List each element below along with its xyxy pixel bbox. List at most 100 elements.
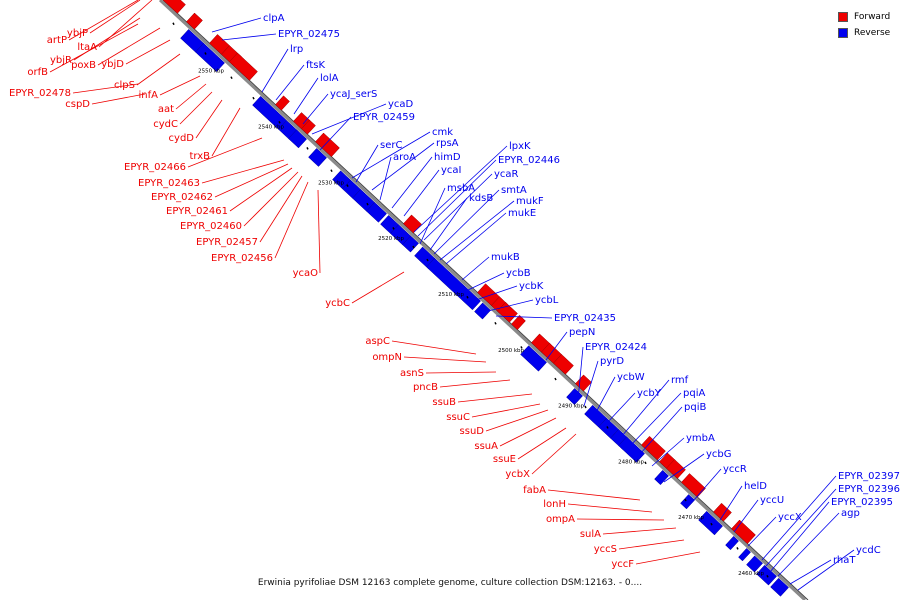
- forward-gene-label[interactable]: aat: [158, 104, 174, 115]
- reverse-gene-label[interactable]: helD: [744, 481, 767, 492]
- reverse-gene-label[interactable]: ycaI: [441, 165, 462, 176]
- forward-gene-label[interactable]: EPYR_02460: [180, 221, 242, 232]
- forward-gene-label[interactable]: EPYR_02461: [166, 206, 228, 217]
- forward-gene-label[interactable]: asnS: [400, 368, 424, 379]
- forward-gene-label[interactable]: ltaA: [77, 42, 97, 53]
- reverse-gene-label[interactable]: mukF: [516, 196, 544, 207]
- reverse-gene-label[interactable]: ycbK: [519, 281, 544, 292]
- reverse-gene-label[interactable]: yccU: [760, 495, 784, 506]
- forward-gene-label[interactable]: orfB: [27, 67, 48, 78]
- forward-gene-label[interactable]: yccF: [611, 559, 634, 570]
- reverse-gene-label[interactable]: mukE: [508, 208, 536, 219]
- reverse-gene-label[interactable]: agp: [841, 508, 860, 519]
- reverse-gene-label[interactable]: ycbB: [506, 268, 531, 279]
- forward-gene-label[interactable]: artP: [47, 35, 67, 46]
- reverse-gene-label[interactable]: smtA: [501, 185, 527, 196]
- reverse-gene-label[interactable]: ycaJ_serS: [330, 89, 377, 100]
- reverse-gene-label[interactable]: lolA: [320, 73, 339, 84]
- reverse-gene-label[interactable]: EPYR_02435: [554, 313, 616, 324]
- forward-gene-leader: [567, 503, 653, 513]
- forward-gene-label[interactable]: ybjR: [50, 55, 72, 66]
- reverse-gene-label[interactable]: aroA: [393, 152, 416, 163]
- reverse-gene-label[interactable]: cmk: [432, 127, 453, 138]
- forward-gene-label[interactable]: ycaO: [293, 268, 319, 279]
- forward-gene-label[interactable]: ybjD: [101, 59, 124, 70]
- forward-gene-leader: [439, 379, 511, 388]
- forward-gene-label[interactable]: ssuB: [432, 397, 456, 408]
- reverse-gene-label[interactable]: ymbA: [686, 433, 715, 444]
- reverse-gene-label[interactable]: pqiA: [683, 388, 705, 399]
- reverse-gene-leader: [423, 173, 493, 241]
- genome-backbone: [158, 0, 807, 600]
- reverse-gene-label[interactable]: EPYR_02459: [353, 112, 415, 123]
- forward-gene-label[interactable]: EPYR_02478: [9, 88, 71, 99]
- forward-gene-label[interactable]: pncB: [413, 382, 438, 393]
- reverse-gene-label[interactable]: lrp: [290, 44, 303, 55]
- reverse-gene-label[interactable]: EPYR_02446: [498, 155, 560, 166]
- reverse-gene-label[interactable]: himD: [434, 152, 461, 163]
- reverse-gene-label[interactable]: msbA: [447, 183, 475, 194]
- legend-reverse-label: Reverse: [854, 28, 891, 38]
- reverse-gene-leader: [495, 315, 553, 319]
- reverse-gene-label[interactable]: serC: [380, 140, 402, 151]
- forward-gene-leader: [211, 107, 241, 157]
- forward-gene-label[interactable]: infA: [139, 90, 159, 101]
- forward-gene-label[interactable]: fabA: [523, 485, 546, 496]
- reverse-gene-label[interactable]: ftsK: [306, 60, 325, 71]
- reverse-gene-label[interactable]: EPYR_02395: [831, 497, 893, 508]
- forward-gene-label[interactable]: EPYR_02456: [211, 253, 273, 264]
- forward-gene-label[interactable]: ycbC: [325, 298, 350, 309]
- reverse-gene-label[interactable]: ycaR: [494, 169, 519, 180]
- reverse-gene-label[interactable]: ycdC: [856, 545, 881, 556]
- forward-gene-label[interactable]: sulA: [580, 529, 601, 540]
- forward-gene-label[interactable]: EPYR_02463: [138, 178, 200, 189]
- forward-gene-label[interactable]: aspC: [365, 336, 390, 347]
- forward-gene-label[interactable]: EPYR_02457: [196, 237, 258, 248]
- reverse-gene-label[interactable]: EPYR_02424: [585, 342, 647, 353]
- reverse-gene-label[interactable]: ycbG: [706, 449, 732, 460]
- reverse-gene-label[interactable]: pyrD: [600, 356, 624, 367]
- forward-gene-label[interactable]: ompN: [372, 352, 402, 363]
- forward-gene-label[interactable]: ycbX: [505, 469, 530, 480]
- orf-stub: [766, 574, 769, 578]
- reverse-gene-label[interactable]: EPYR_02397: [838, 471, 900, 482]
- forward-gene-label[interactable]: cspD: [65, 99, 90, 110]
- forward-gene-label[interactable]: trxB: [189, 151, 210, 162]
- reverse-gene-label[interactable]: pqiB: [684, 402, 706, 413]
- forward-gene-label[interactable]: yccS: [594, 544, 617, 555]
- forward-gene-label[interactable]: EPYR_02462: [151, 192, 213, 203]
- reverse-gene-label[interactable]: lpxK: [509, 141, 531, 152]
- forward-gene-leader: [195, 99, 223, 139]
- reverse-gene-label[interactable]: yccR: [723, 464, 747, 475]
- reverse-gene-label[interactable]: ycbY: [637, 388, 662, 399]
- reverse-gene-label[interactable]: rpsA: [436, 138, 459, 149]
- forward-gene-label[interactable]: lonH: [543, 499, 566, 510]
- forward-gene-label[interactable]: ompA: [546, 514, 575, 525]
- forward-gene-label[interactable]: ssuC: [446, 412, 470, 423]
- reverse-gene-label[interactable]: ycbL: [535, 295, 559, 306]
- reverse-gene-label[interactable]: ycbW: [617, 372, 645, 383]
- reverse-gene-label[interactable]: rmf: [671, 375, 689, 386]
- orf-stub: [606, 426, 609, 429]
- reverse-gene-label[interactable]: kdsB: [469, 193, 493, 204]
- reverse-gene-label[interactable]: yccX: [778, 512, 802, 523]
- forward-gene-label[interactable]: poxB: [71, 60, 96, 71]
- forward-gene-label[interactable]: cydD: [169, 133, 195, 144]
- forward-gene-label[interactable]: ssuD: [460, 426, 485, 437]
- forward-gene-label[interactable]: ssuA: [474, 441, 498, 452]
- reverse-gene-label[interactable]: EPYR_02396: [838, 484, 900, 495]
- forward-gene-label[interactable]: ssuE: [493, 454, 516, 465]
- forward-gene-leader: [425, 371, 497, 374]
- reverse-gene-block: [520, 345, 547, 372]
- reverse-gene-label[interactable]: clpA: [263, 13, 285, 24]
- reverse-gene-label[interactable]: EPYR_02475: [278, 29, 340, 40]
- reverse-gene-label[interactable]: pepN: [569, 327, 595, 338]
- forward-gene-block: [162, 0, 186, 14]
- forward-gene-label[interactable]: cydC: [153, 119, 178, 130]
- reverse-gene-label[interactable]: ycaD: [388, 99, 414, 110]
- forward-gene-label[interactable]: ybjP: [67, 28, 88, 39]
- reverse-gene-label[interactable]: rhaT: [833, 555, 856, 566]
- reverse-gene-leader: [789, 559, 832, 585]
- forward-gene-label[interactable]: EPYR_02466: [124, 162, 186, 173]
- reverse-gene-label[interactable]: mukB: [491, 252, 520, 263]
